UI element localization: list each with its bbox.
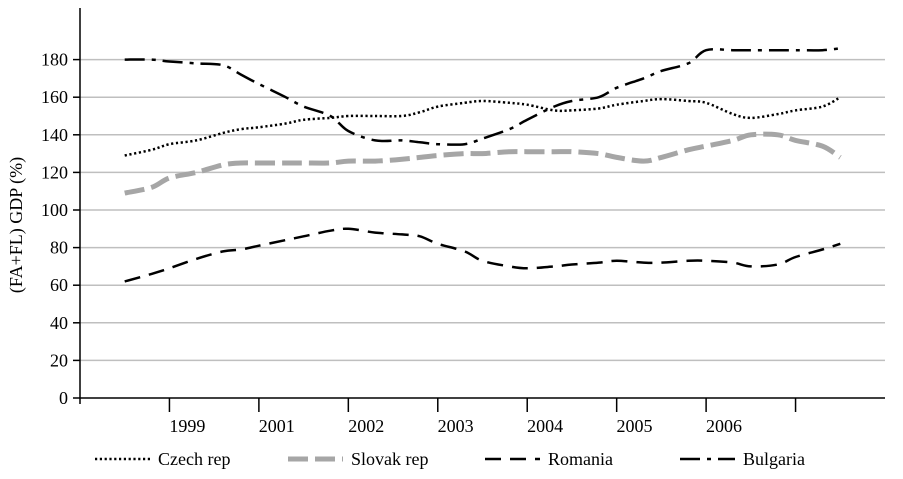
- y-tick-label: 0: [59, 388, 68, 408]
- legend-label-slovak-rep: Slovak rep: [351, 449, 428, 469]
- x-tick-label: 2001: [259, 416, 295, 436]
- y-tick-label: 120: [41, 162, 68, 182]
- series-lines: [124, 47, 842, 283]
- x-tick-label: 1999: [169, 416, 205, 436]
- y-tick-label: 100: [41, 200, 68, 220]
- y-tick-label: 20: [50, 350, 68, 370]
- x-tick-label: 2003: [438, 416, 474, 436]
- grid-lines: [80, 58, 885, 362]
- y-tick-label: 140: [41, 125, 68, 145]
- series-line-romania: [124, 227, 841, 283]
- tick-labels: 0 20 40 60 80 100 120 140 160 180 1999 2001 2002 2003…: [41, 50, 742, 436]
- series-line-slovak-rep: [124, 131, 842, 196]
- y-tick-label: 60: [50, 275, 68, 295]
- series-line-bulgaria: [124, 47, 841, 146]
- legend-label-romania: Romania: [548, 449, 613, 469]
- series-line-czech-rep: [124, 96, 841, 157]
- axes: [73, 8, 885, 412]
- y-tick-label: 160: [41, 87, 68, 107]
- y-tick-label: 40: [50, 313, 68, 333]
- y-tick-label: 180: [41, 50, 68, 70]
- legend-label-bulgaria: Bulgaria: [743, 449, 805, 469]
- legend-label-czech-rep: Czech rep: [158, 449, 230, 469]
- x-tick-label: 2005: [617, 416, 653, 436]
- x-tick-label: 2004: [527, 416, 563, 436]
- y-tick-label: 80: [50, 238, 68, 258]
- x-tick-label: 2006: [706, 416, 742, 436]
- y-axis-title: (FA+FL) GDP (%): [6, 157, 27, 293]
- legend: Czech rep Slovak rep Romania Bulgaria: [95, 449, 805, 469]
- x-tick-label: 2002: [348, 416, 384, 436]
